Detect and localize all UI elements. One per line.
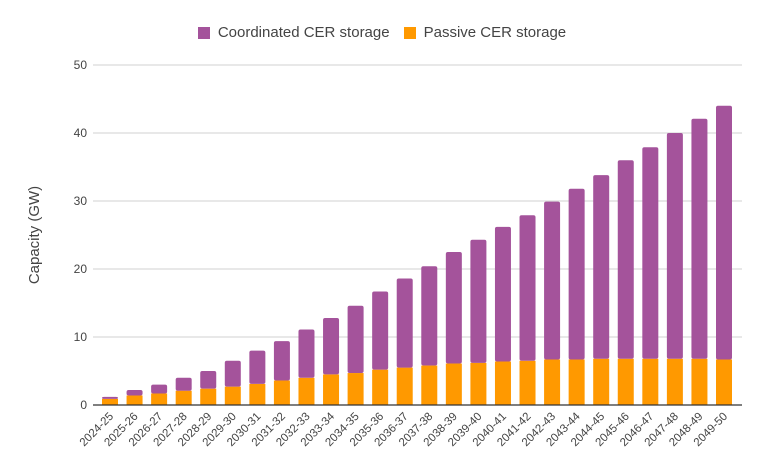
bar-coordinated[interactable] (519, 215, 536, 361)
bar-passive[interactable] (494, 361, 511, 405)
legend-label-passive: Passive CER storage (423, 24, 567, 41)
bar-coordinated[interactable] (249, 350, 266, 384)
bar-passive[interactable] (470, 362, 487, 405)
bar-coordinated[interactable] (642, 147, 659, 359)
bar-coordinated[interactable] (445, 252, 462, 364)
bar-passive[interactable] (102, 398, 118, 405)
y-tick-label: 10 (74, 330, 88, 344)
bar-coordinated[interactable] (323, 317, 340, 375)
bar-coordinated[interactable] (568, 188, 585, 360)
bar-passive[interactable] (126, 395, 143, 405)
bar-passive[interactable] (617, 358, 634, 405)
bar-coordinated[interactable] (691, 118, 708, 359)
bar-passive[interactable] (347, 373, 364, 405)
y-axis-label: Capacity (GW) (26, 186, 43, 284)
bar-coordinated[interactable] (298, 329, 315, 378)
legend-item-passive[interactable]: Passive CER storage (403, 24, 567, 41)
bar-coordinated[interactable] (224, 360, 241, 387)
bar-passive[interactable] (249, 383, 266, 405)
bar-passive[interactable] (298, 377, 315, 405)
bar-passive[interactable] (691, 358, 708, 405)
legend-swatch-passive (403, 26, 416, 39)
y-tick-label: 50 (74, 58, 88, 72)
bar-passive[interactable] (544, 359, 561, 405)
bar-passive[interactable] (642, 358, 659, 405)
bar-passive[interactable] (421, 365, 438, 405)
bar-coordinated[interactable] (716, 105, 732, 360)
bar-passive[interactable] (396, 367, 413, 405)
legend-swatch-coordinated (197, 26, 210, 39)
bar-passive[interactable] (200, 388, 217, 405)
y-tick-label: 40 (74, 126, 88, 140)
bar-coordinated[interactable] (470, 239, 487, 363)
bar-passive[interactable] (593, 358, 610, 405)
bar-passive[interactable] (519, 360, 536, 405)
bar-passive[interactable] (151, 393, 168, 405)
bar-coordinated[interactable] (617, 160, 634, 359)
bar-coordinated[interactable] (421, 266, 438, 366)
bar-coordinated[interactable] (126, 390, 143, 396)
bar-coordinated[interactable] (494, 226, 511, 362)
bar-coordinated[interactable] (666, 133, 683, 359)
bar-passive[interactable] (224, 386, 241, 405)
bar-coordinated[interactable] (102, 396, 118, 399)
legend-label-coordinated: Coordinated CER storage (217, 24, 390, 41)
bar-passive[interactable] (716, 359, 732, 405)
bar-coordinated[interactable] (347, 305, 364, 374)
bar-coordinated[interactable] (372, 291, 389, 370)
bar-passive[interactable] (445, 363, 462, 405)
bar-coordinated[interactable] (544, 201, 561, 360)
bar-coordinated[interactable] (273, 341, 290, 381)
bar-passive[interactable] (666, 358, 683, 405)
y-tick-label: 20 (74, 262, 88, 276)
bar-coordinated[interactable] (200, 371, 217, 389)
legend: Coordinated CER storage Passive CER stor… (0, 24, 764, 41)
legend-item-coordinated[interactable]: Coordinated CER storage (197, 24, 390, 41)
bar-passive[interactable] (372, 369, 389, 405)
bar-coordinated[interactable] (593, 175, 610, 359)
y-tick-label: 30 (74, 194, 88, 208)
bar-passive[interactable] (175, 390, 192, 405)
bar-passive[interactable] (273, 380, 290, 405)
bar-passive[interactable] (323, 374, 340, 405)
bar-coordinated[interactable] (151, 384, 168, 394)
y-tick-label: 0 (80, 398, 87, 412)
bar-coordinated[interactable] (175, 377, 192, 391)
bar-passive[interactable] (568, 359, 585, 405)
bar-coordinated[interactable] (396, 278, 413, 368)
